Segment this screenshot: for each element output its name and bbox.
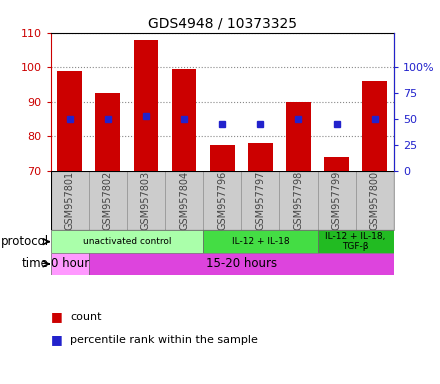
Bar [51, 230, 203, 253]
Bar [57, 71, 82, 171]
Title: GDS4948 / 10373325: GDS4948 / 10373325 [148, 16, 297, 30]
Bar [241, 171, 279, 230]
Text: GSM957797: GSM957797 [255, 171, 265, 230]
Text: protocol: protocol [0, 235, 49, 248]
Bar [134, 40, 158, 171]
Text: time: time [22, 257, 49, 270]
Text: IL-12 + IL-18,
TGF-β: IL-12 + IL-18, TGF-β [326, 232, 386, 252]
Text: count: count [70, 312, 102, 322]
Bar [165, 171, 203, 230]
Bar [279, 171, 318, 230]
Text: unactivated control: unactivated control [83, 237, 171, 246]
Text: GSM957796: GSM957796 [217, 171, 227, 230]
Bar [51, 171, 89, 230]
Text: GSM957804: GSM957804 [179, 171, 189, 230]
Bar [210, 145, 235, 171]
Bar [363, 81, 387, 171]
Text: percentile rank within the sample: percentile rank within the sample [70, 335, 258, 345]
Text: ■: ■ [51, 310, 62, 323]
Bar [89, 253, 394, 275]
Bar [286, 102, 311, 171]
Bar [89, 171, 127, 230]
Text: ■: ■ [51, 333, 62, 346]
Text: GSM957799: GSM957799 [332, 171, 341, 230]
Bar [318, 230, 394, 253]
Text: 15-20 hours: 15-20 hours [206, 257, 277, 270]
Text: IL-12 + IL-18: IL-12 + IL-18 [231, 237, 289, 246]
Bar [356, 171, 394, 230]
Bar [172, 69, 196, 171]
Bar [127, 171, 165, 230]
Text: GSM957803: GSM957803 [141, 171, 151, 230]
Text: GSM957801: GSM957801 [65, 171, 75, 230]
Text: GSM957798: GSM957798 [293, 171, 304, 230]
Text: 0 hour: 0 hour [51, 257, 89, 270]
Bar [318, 171, 356, 230]
Bar [203, 171, 241, 230]
Text: GSM957800: GSM957800 [370, 171, 380, 230]
Text: GSM957802: GSM957802 [103, 171, 113, 230]
Bar [324, 157, 349, 171]
Bar [51, 253, 89, 275]
Bar [248, 143, 273, 171]
Bar [203, 230, 318, 253]
Bar [95, 93, 120, 171]
